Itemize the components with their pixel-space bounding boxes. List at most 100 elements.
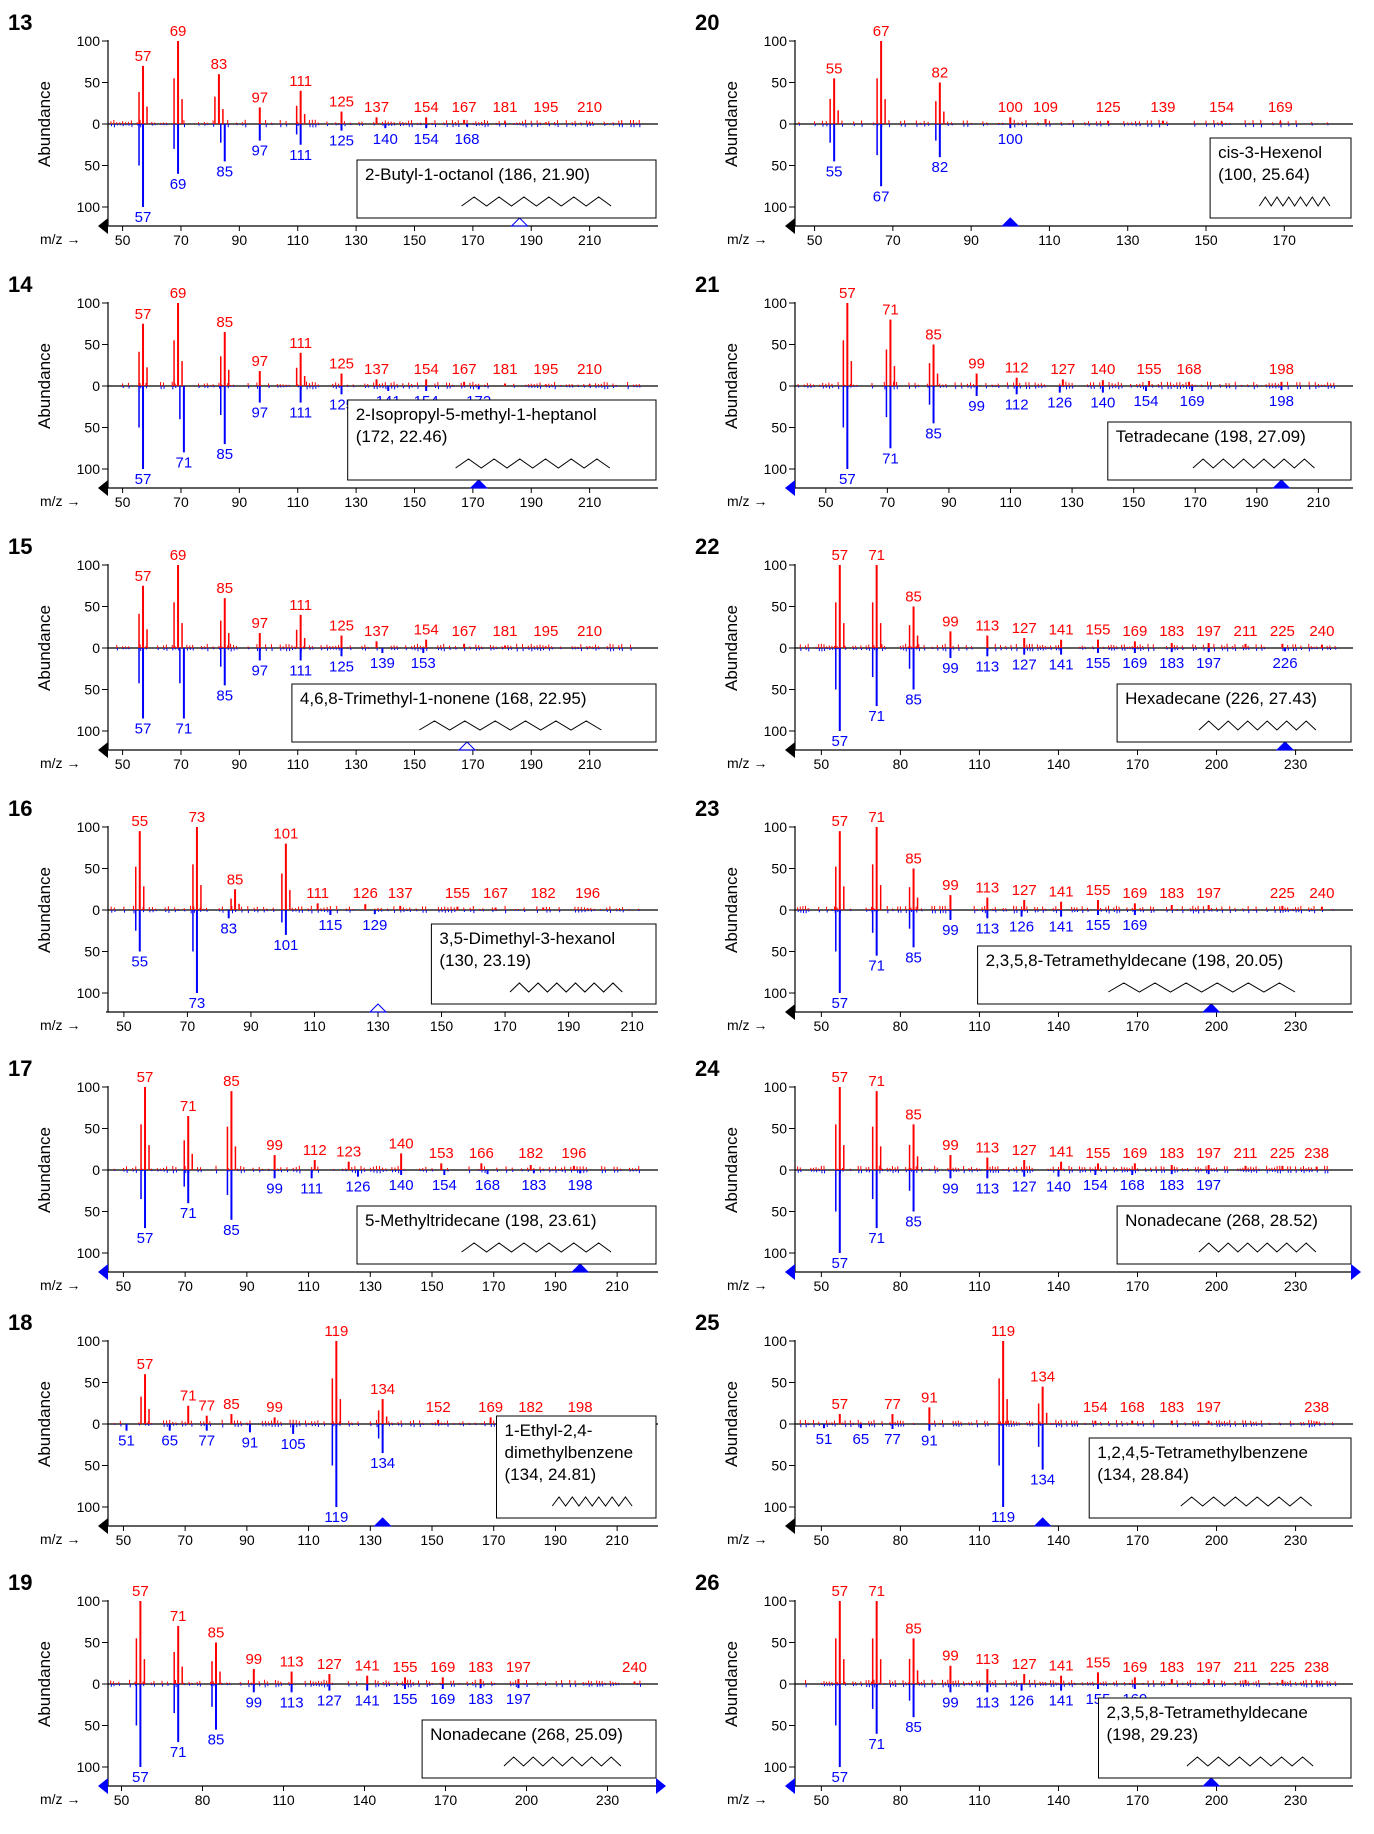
library-peak-label: 141: [1049, 622, 1074, 639]
sample-peak-label: 168: [1120, 1177, 1145, 1194]
x-tick-label: 200: [1205, 1792, 1229, 1808]
molecule-structure-icon: [1186, 1756, 1314, 1767]
compound-label-box: [291, 683, 657, 743]
x-tick-label: 50: [116, 1278, 132, 1294]
y-tick-label: 100: [77, 985, 101, 1001]
x-tick-label: 230: [1284, 1278, 1308, 1294]
y-tick-label: 100: [77, 1333, 101, 1349]
library-peak-label: 113: [975, 880, 999, 897]
sample-peak-label: 141: [355, 1693, 380, 1710]
library-peak-label: 182: [518, 1399, 543, 1416]
sample-peak-label: 111: [289, 405, 312, 422]
sample-peak-label: 197: [506, 1691, 531, 1708]
x-tick-label: 90: [963, 232, 979, 248]
y-tick-label: 50: [771, 420, 787, 436]
x-tick-label: 140: [1047, 1018, 1071, 1034]
library-peak-label: 71: [882, 302, 899, 319]
x-tick-label: 170: [493, 1018, 517, 1034]
library-peak-label: 155: [1085, 882, 1110, 899]
library-peak-label: 127: [1012, 620, 1037, 637]
molecular-ion-marker-icon: [570, 1263, 590, 1273]
library-peak-label: 155: [445, 885, 470, 902]
x-tick-label: 230: [1284, 1792, 1308, 1808]
x-tick-label: 170: [1126, 756, 1150, 772]
library-peak-label: 169: [1122, 1145, 1147, 1162]
y-tick-label: 50: [771, 1121, 787, 1137]
compound-label-box: [356, 159, 657, 219]
x-tick-label: 170: [1273, 232, 1297, 248]
library-peak-label: 85: [208, 1625, 225, 1642]
library-peak-label: 141: [1049, 1144, 1074, 1161]
y-axis-label: Abundance: [35, 605, 54, 691]
library-peak-label: 155: [1085, 622, 1110, 639]
y-tick-label: 100: [764, 1499, 788, 1515]
x-tick-label: 110: [303, 1018, 326, 1034]
library-peak-label: 57: [831, 547, 848, 564]
spectrum-panel-24: 24 Abundance 100 50 0 50 100 m/z → 50 80 110 140 170…: [695, 1056, 1361, 1294]
molecule-structure-icon: [551, 1496, 633, 1507]
x-tick-label: 110: [297, 1278, 320, 1294]
library-peak-label: 123: [336, 1144, 361, 1161]
y-tick-label: 100: [764, 723, 788, 739]
library-peak-label: 183: [1159, 1659, 1184, 1676]
x-tick-label: 50: [114, 1792, 130, 1808]
library-peak-label: 99: [942, 877, 959, 894]
library-peak-label: 225: [1270, 1659, 1295, 1676]
x-axis-label: m/z →: [727, 1277, 767, 1293]
x-tick-label: 140: [1047, 1278, 1071, 1294]
molecule-structure-icon: [1198, 720, 1317, 731]
library-peak-label: 85: [905, 1620, 922, 1637]
y-tick-label: 100: [77, 557, 101, 573]
molecule-structure-icon: [503, 1756, 622, 1767]
sample-peak-label: 71: [868, 708, 885, 725]
sample-peak-label: 85: [208, 1732, 225, 1749]
library-peak-label: 127: [1012, 1656, 1037, 1673]
y-tick-label: 50: [771, 75, 787, 91]
sample-peak-label: 112: [1005, 396, 1029, 413]
sample-peak-label: 113: [975, 658, 999, 675]
sample-peak-label: 91: [921, 1433, 938, 1450]
sample-peak-label: 126: [1009, 1693, 1034, 1710]
sample-peak-label: 99: [942, 1180, 959, 1197]
sample-peak-label: 141: [1049, 657, 1074, 674]
library-peak-label: 137: [388, 885, 413, 902]
x-tick-label: 50: [116, 1532, 132, 1548]
sample-peak-label: 113: [975, 1180, 999, 1197]
scroll-left-arrow-icon: [98, 1518, 108, 1534]
library-peak-label: 57: [839, 285, 856, 302]
y-tick-label: 100: [764, 295, 788, 311]
spectrum-panel-23: 23 Abundance 100 50 0 50 100 m/z → 50 80 110 140 170…: [695, 796, 1353, 1034]
x-tick-label: 130: [344, 232, 368, 248]
library-peak-label: 238: [1304, 1659, 1329, 1676]
sample-peak-label: 55: [826, 163, 843, 180]
library-peak-label: 69: [170, 285, 187, 302]
library-peak-label: 85: [227, 871, 244, 888]
sample-peak-label: 85: [216, 446, 233, 463]
sample-peak-label: 71: [180, 1205, 197, 1222]
y-tick-label: 0: [92, 1162, 100, 1178]
x-tick-label: 50: [814, 1792, 830, 1808]
library-peak-label: 73: [189, 809, 206, 826]
library-peak-label: 111: [306, 885, 329, 902]
library-peak-label: 134: [1030, 1369, 1055, 1386]
x-tick-label: 90: [232, 756, 248, 772]
sample-peak-label: 97: [251, 143, 268, 160]
molecule-structure-icon: [455, 458, 611, 469]
sample-peak-label: 57: [135, 471, 152, 488]
x-tick-label: 210: [620, 1018, 644, 1034]
panel-number: 21: [695, 272, 719, 297]
sample-peak-label: 183: [521, 1177, 546, 1194]
sample-peak-label: 111: [289, 147, 312, 164]
y-tick-label: 50: [84, 1458, 100, 1474]
x-tick-label: 70: [177, 1532, 193, 1548]
x-tick-label: 80: [893, 756, 909, 772]
scroll-left-arrow-icon: [98, 218, 108, 234]
y-tick-label: 50: [771, 1635, 787, 1651]
y-tick-label: 50: [84, 158, 100, 174]
x-tick-label: 190: [520, 756, 544, 772]
sample-peak-label: 169: [1180, 393, 1205, 410]
library-peak-label: 97: [251, 353, 268, 370]
sample-peak-label: 154: [414, 131, 439, 148]
compound-label-text: Tetradecane (198, 27.09): [1116, 427, 1306, 446]
y-axis-label: Abundance: [35, 1381, 54, 1467]
